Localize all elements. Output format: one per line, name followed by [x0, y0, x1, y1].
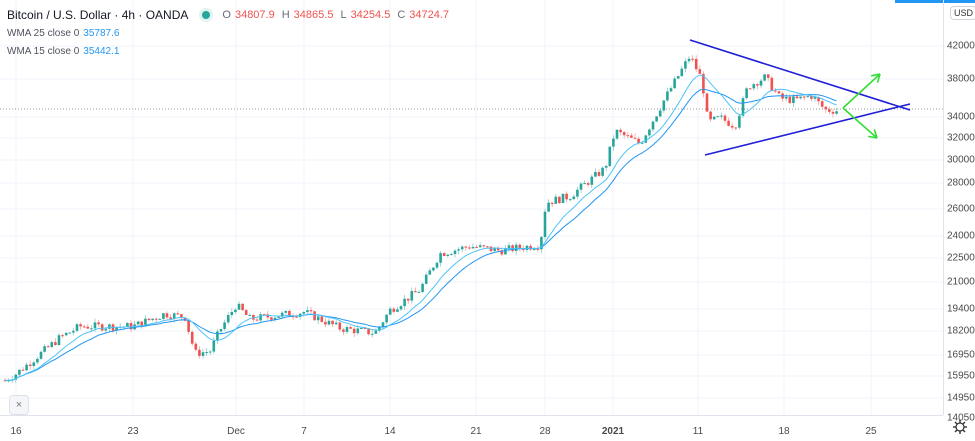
- candlestick-chart[interactable]: [0, 0, 943, 419]
- wma25-line: [5, 88, 837, 381]
- price-tick-label: 15950.0: [947, 370, 975, 382]
- ohlc-high-value: 34865.5: [293, 9, 334, 21]
- price-axis[interactable]: USD 42000.0 38000.0 34000.0 32000.0 30000.0 2…: [943, 0, 975, 424]
- price-tick-label: 34000.0: [947, 111, 975, 123]
- ohlc-close-value: 34724.7: [409, 9, 450, 21]
- indicator-name: WMA 25 close 0: [7, 27, 80, 39]
- time-tick-label: 2021: [601, 426, 625, 437]
- time-tick-label: 28: [539, 426, 551, 437]
- currency-badge[interactable]: USD: [950, 6, 975, 20]
- candles: [3, 55, 838, 383]
- price-tick-label: 24000.0: [947, 230, 975, 242]
- indicator-wma15[interactable]: WMA 15 close 0 35442.1: [7, 42, 452, 60]
- time-tick-label: 16: [10, 426, 22, 437]
- price-tick-label: 38000.0: [947, 73, 975, 85]
- time-tick-label: Dec: [227, 426, 245, 437]
- indicator-value: 35442.1: [83, 45, 120, 57]
- ohlc-close-key: C: [397, 9, 406, 21]
- indicator-wma25[interactable]: WMA 25 close 0 35787.6: [7, 24, 452, 42]
- indicator-name: WMA 15 close 0: [7, 45, 80, 57]
- ohlc-low-value: 34254.5: [350, 9, 391, 21]
- price-tick-label: 22500.0: [947, 252, 975, 264]
- time-tick-label: 23: [127, 426, 139, 437]
- time-tick-label: 14: [384, 426, 396, 437]
- price-tick-label: 18200.0: [947, 325, 975, 337]
- ohlc-open-value: 34807.9: [234, 9, 275, 21]
- price-tick-label: 32000.0: [947, 132, 975, 144]
- price-tick-label: 30000.0: [947, 154, 975, 166]
- ohlc-open-key: O: [222, 9, 231, 21]
- price-tick-label: 21000.0: [947, 276, 975, 288]
- wma15-line: [5, 74, 837, 381]
- ohlc-low-key: L: [340, 9, 347, 21]
- price-tick-label: 28000.0: [947, 177, 975, 189]
- symbol-title[interactable]: Bitcoin / U.S. Dollar · 4h · OANDA: [7, 8, 189, 22]
- close-icon[interactable]: ×: [9, 395, 29, 415]
- settings-gear-icon[interactable]: [951, 418, 969, 436]
- time-tick-label: 18: [778, 426, 790, 437]
- indicator-value: 35787.6: [83, 27, 120, 39]
- time-tick-label: 7: [301, 426, 307, 437]
- market-status-icon: [202, 11, 211, 19]
- chart-area[interactable]: [0, 0, 943, 419]
- top-accent-bar: [895, 0, 975, 3]
- chart-legend: Bitcoin / U.S. Dollar · 4h · OANDA O 3480…: [7, 6, 452, 60]
- price-tick-label: 14950.0: [947, 392, 975, 404]
- drawing-annotations: [689, 39, 911, 156]
- grid-lines: [0, 0, 943, 419]
- symbol-row: Bitcoin / U.S. Dollar · 4h · OANDA O 3480…: [7, 6, 452, 24]
- time-tick-label: 11: [692, 426, 704, 437]
- time-axis[interactable]: 16 23 Dec 7 14 21 28 2021 11 18 25: [0, 415, 943, 441]
- time-tick-label: 25: [865, 426, 877, 437]
- price-tick-label: 19400.0: [947, 303, 975, 315]
- price-tick-label: 42000.0: [947, 40, 975, 52]
- price-tick-label: 26000.0: [947, 203, 975, 215]
- time-tick-label: 21: [470, 426, 482, 437]
- price-tick-label: 16950.0: [947, 349, 975, 361]
- ohlc-high-key: H: [281, 9, 290, 21]
- price-tick-label: 14050.0: [947, 412, 975, 424]
